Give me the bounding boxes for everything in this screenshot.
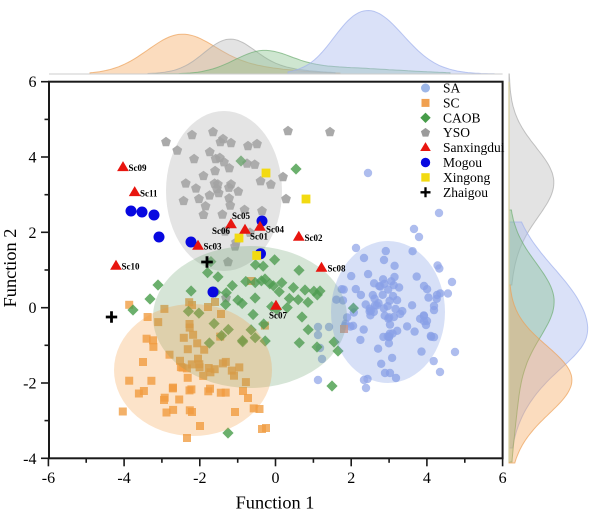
svg-text:CAOB: CAOB: [443, 110, 481, 125]
svg-text:YSO: YSO: [443, 125, 470, 140]
svg-text:0: 0: [29, 300, 37, 317]
svg-text:Function 2: Function 2: [0, 229, 20, 308]
svg-text:Sc11: Sc11: [140, 189, 158, 199]
svg-text:Mogou: Mogou: [443, 155, 482, 170]
svg-text:2: 2: [29, 225, 37, 242]
svg-text:Sc08: Sc08: [328, 264, 347, 274]
svg-text:4: 4: [29, 150, 37, 167]
svg-text:Sc10: Sc10: [122, 262, 141, 272]
svg-text:-4: -4: [23, 451, 36, 468]
svg-text:Zhaigou: Zhaigou: [443, 185, 488, 200]
svg-text:Sc05: Sc05: [232, 211, 251, 221]
svg-text:Xingong: Xingong: [443, 170, 491, 185]
svg-text:6: 6: [499, 470, 507, 487]
svg-text:Sc07: Sc07: [269, 311, 288, 321]
svg-text:Sc06: Sc06: [212, 226, 231, 236]
svg-text:Sc01: Sc01: [250, 232, 269, 242]
svg-text:-4: -4: [117, 470, 130, 487]
svg-text:Sanxingdui: Sanxingdui: [443, 140, 505, 155]
svg-text:Sc04: Sc04: [266, 225, 285, 235]
svg-text:6: 6: [29, 74, 37, 91]
svg-text:Sc09: Sc09: [129, 163, 148, 173]
svg-text:4: 4: [423, 470, 431, 487]
svg-text:Sc02: Sc02: [305, 233, 324, 243]
svg-text:0: 0: [272, 470, 280, 487]
svg-text:SC: SC: [443, 95, 460, 110]
svg-text:-2: -2: [193, 470, 206, 487]
svg-text:2: 2: [347, 470, 355, 487]
svg-text:-2: -2: [23, 376, 36, 393]
svg-text:-6: -6: [42, 470, 55, 487]
svg-text:Sc03: Sc03: [204, 242, 223, 252]
svg-text:Function 1: Function 1: [236, 493, 315, 513]
svg-text:SA: SA: [443, 81, 461, 96]
